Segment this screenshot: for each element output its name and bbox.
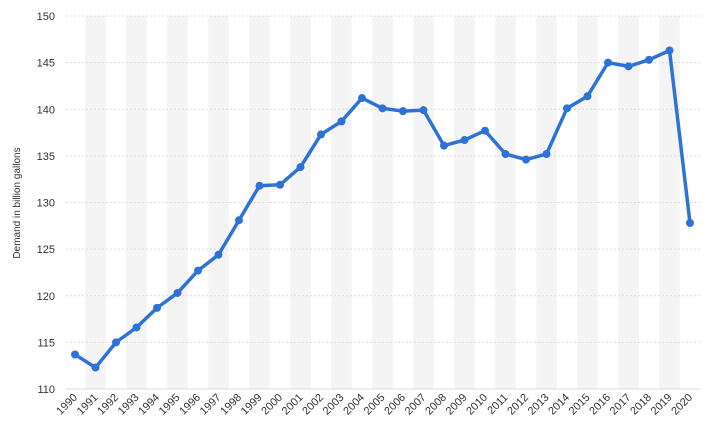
x-tick-label: 2012 <box>505 392 531 418</box>
data-point[interactable] <box>522 155 530 164</box>
x-tick-label: 2003 <box>321 392 347 418</box>
data-point[interactable] <box>255 181 264 190</box>
data-point[interactable] <box>419 106 428 115</box>
data-point[interactable] <box>276 180 284 189</box>
y-tick-label: 115 <box>37 337 55 349</box>
data-point[interactable] <box>194 266 202 275</box>
x-tick-label: 1997 <box>198 392 224 418</box>
x-tick-label: 1991 <box>75 392 101 418</box>
x-tick-label: 1996 <box>177 392 203 418</box>
data-point[interactable] <box>624 62 633 71</box>
data-point[interactable] <box>317 130 325 139</box>
data-point[interactable] <box>563 104 571 113</box>
x-tick-label: 2017 <box>608 392 634 418</box>
y-tick-label: 125 <box>37 244 55 256</box>
x-tick-label: 2020 <box>669 392 695 418</box>
x-tick-label: 1990 <box>54 392 80 418</box>
x-tick-label: 2016 <box>587 392 613 418</box>
x-tick-label: 2008 <box>423 392 449 418</box>
x-tick-label: 1993 <box>116 392 142 418</box>
y-tick-label: 135 <box>37 151 55 163</box>
data-point[interactable] <box>296 163 305 172</box>
x-tick-label: 2009 <box>444 392 470 418</box>
x-tick-label: 2013 <box>526 392 552 418</box>
x-tick-label: 1994 <box>136 392 162 418</box>
data-point[interactable] <box>460 136 469 145</box>
data-point[interactable] <box>91 363 100 372</box>
x-tick-label: 2006 <box>382 392 408 418</box>
data-point[interactable] <box>153 303 161 312</box>
x-tick-label: 2001 <box>280 392 306 418</box>
data-point[interactable] <box>501 150 510 159</box>
y-tick-label: 140 <box>37 104 55 116</box>
x-tick-label: 2010 <box>464 392 490 418</box>
y-tick-label: 120 <box>37 291 55 303</box>
y-tick-labels: 110 115 120 125 130 135 140 145 150 <box>37 11 55 396</box>
x-tick-label: 1998 <box>218 392 244 418</box>
x-tick-label: 2007 <box>403 392 429 418</box>
x-tick-label: 1992 <box>95 392 121 418</box>
y-tick-label: 150 <box>37 11 55 23</box>
x-tick-label: 1995 <box>157 392 183 418</box>
data-points <box>71 46 694 372</box>
x-tick-label: 2011 <box>485 392 510 417</box>
y-axis-title: Demand in billion gallons <box>12 147 23 258</box>
data-point[interactable] <box>214 250 223 259</box>
x-tick-label: 1999 <box>239 392 265 418</box>
data-point[interactable] <box>112 338 120 347</box>
data-point[interactable] <box>686 219 694 228</box>
gridlines <box>66 15 700 390</box>
data-point[interactable] <box>583 92 592 101</box>
y-tick-label: 145 <box>37 58 55 70</box>
data-point[interactable] <box>358 94 366 103</box>
x-tick-label: 2019 <box>649 392 675 418</box>
data-point[interactable] <box>173 288 182 297</box>
data-point[interactable] <box>235 216 243 225</box>
data-point[interactable] <box>645 55 653 64</box>
data-point[interactable] <box>71 350 79 359</box>
data-point[interactable] <box>542 150 551 159</box>
data-point[interactable] <box>440 141 448 150</box>
data-point[interactable] <box>337 117 346 126</box>
data-point[interactable] <box>132 323 141 332</box>
y-tick-label: 130 <box>37 198 55 210</box>
data-point[interactable] <box>665 46 674 55</box>
data-point[interactable] <box>481 126 489 135</box>
x-tick-label: 2015 <box>567 392 593 418</box>
x-tick-label: 2004 <box>341 392 367 418</box>
x-tick-label: 2000 <box>259 392 285 418</box>
data-point[interactable] <box>604 58 612 67</box>
x-tick-label: 2014 <box>546 392 572 418</box>
x-tick-label: 2018 <box>628 392 654 418</box>
data-point[interactable] <box>399 107 407 116</box>
x-tick-label: 2002 <box>300 392 326 418</box>
y-tick-label: 110 <box>37 384 55 396</box>
x-tick-label: 2005 <box>362 392 388 418</box>
data-point[interactable] <box>378 104 387 113</box>
x-tick-labels: 1990199119921993199419951996199719981999… <box>54 392 695 418</box>
